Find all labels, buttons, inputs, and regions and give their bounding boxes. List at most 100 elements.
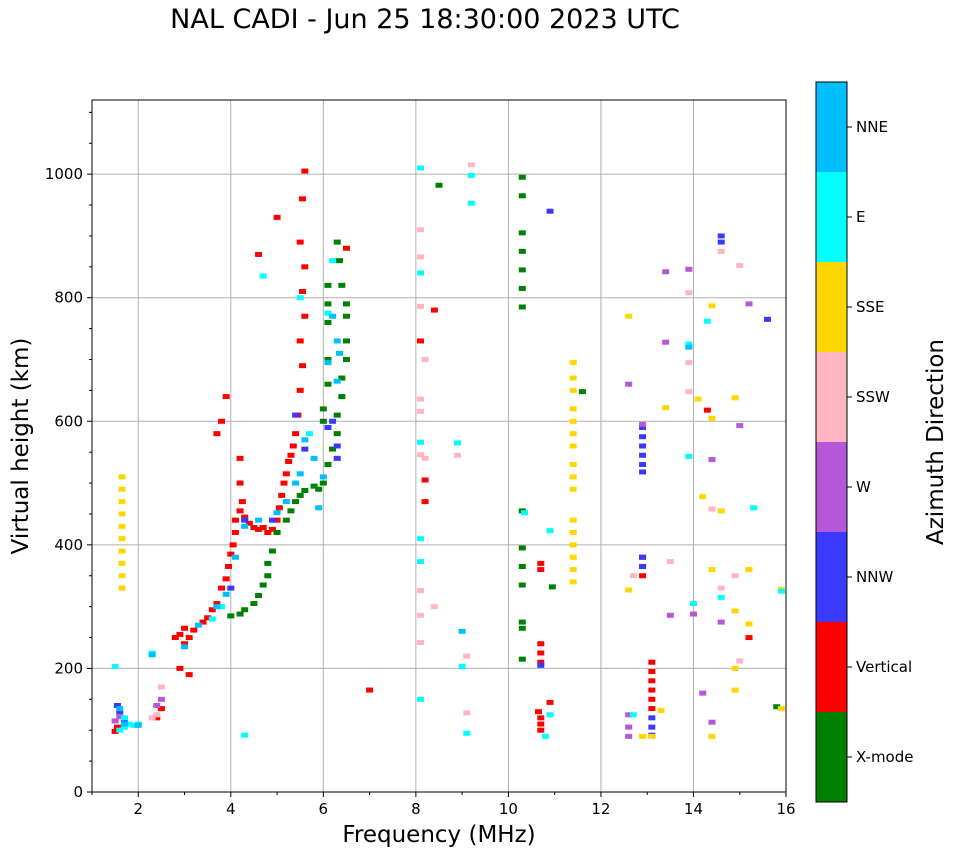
data-point	[463, 653, 471, 659]
data-point	[118, 560, 126, 566]
data-point	[282, 471, 290, 477]
data-point	[717, 248, 725, 254]
x-tick-label: 6	[319, 800, 329, 818]
data-point	[292, 480, 300, 486]
data-point	[273, 510, 281, 516]
colorbar-segment	[816, 532, 847, 622]
data-point	[518, 230, 526, 236]
data-point	[324, 319, 332, 325]
data-point	[625, 381, 633, 387]
colorbar-segment	[816, 622, 847, 712]
data-point	[416, 396, 424, 402]
data-point	[569, 567, 577, 573]
data-point	[421, 499, 429, 505]
data-point	[315, 486, 323, 492]
data-point	[296, 239, 304, 245]
series-x-mode	[227, 174, 781, 710]
data-point	[648, 678, 656, 684]
data-point	[416, 452, 424, 458]
data-point	[292, 412, 300, 418]
data-point	[458, 664, 466, 670]
data-point	[625, 313, 633, 319]
series-vertical	[111, 168, 753, 734]
data-point	[569, 375, 577, 381]
data-point	[111, 664, 119, 670]
data-point	[236, 508, 244, 514]
data-point	[157, 684, 165, 690]
data-point	[736, 658, 744, 664]
series-w	[111, 266, 753, 739]
y-tick-label: 800	[54, 289, 83, 307]
x-tick-label: 10	[499, 800, 518, 818]
data-point	[639, 434, 647, 440]
data-point	[639, 469, 647, 475]
data-point	[324, 424, 332, 430]
data-point	[648, 715, 656, 721]
data-point	[227, 613, 235, 619]
series-ssw	[148, 162, 744, 721]
data-point	[639, 443, 647, 449]
data-point	[666, 612, 674, 618]
data-point	[435, 182, 443, 188]
colorbar-tick-label: NNE	[856, 118, 888, 136]
series-e	[111, 165, 785, 739]
data-point	[181, 641, 189, 647]
data-point	[639, 554, 647, 560]
data-point	[569, 431, 577, 437]
data-point	[745, 567, 753, 573]
data-point	[268, 526, 276, 532]
data-point	[454, 452, 462, 458]
data-point	[299, 196, 307, 202]
data-point	[685, 344, 693, 350]
data-point	[518, 656, 526, 662]
data-point	[338, 394, 346, 400]
data-point	[708, 415, 716, 421]
data-point	[648, 659, 656, 665]
data-point	[213, 431, 221, 437]
series-sse	[118, 303, 785, 739]
data-point	[699, 494, 707, 500]
data-point	[569, 554, 577, 560]
data-point	[299, 289, 307, 295]
data-point	[324, 310, 332, 316]
data-point	[236, 455, 244, 461]
data-point	[430, 307, 438, 313]
data-point	[416, 408, 424, 414]
data-point	[731, 687, 739, 693]
data-point	[301, 437, 309, 443]
data-point	[366, 687, 374, 693]
data-point	[296, 492, 304, 498]
data-point	[708, 506, 716, 512]
data-point	[222, 576, 230, 582]
colorbar-tick-label: NNW	[856, 568, 893, 586]
data-point	[548, 584, 556, 590]
data-point	[231, 554, 239, 560]
data-point	[416, 165, 424, 171]
data-point	[685, 360, 693, 366]
data-point	[639, 462, 647, 468]
data-point	[241, 523, 249, 529]
data-point	[569, 360, 577, 366]
data-point	[717, 233, 725, 239]
data-point	[204, 615, 212, 621]
data-point	[296, 338, 304, 344]
data-point	[569, 474, 577, 480]
data-point	[689, 611, 697, 617]
data-point	[250, 525, 258, 531]
data-point	[299, 363, 307, 369]
series-nne	[116, 313, 693, 728]
data-point	[342, 313, 350, 319]
data-point	[236, 480, 244, 486]
data-point	[625, 712, 633, 718]
data-point	[218, 418, 226, 424]
data-point	[639, 563, 647, 569]
data-point	[231, 530, 239, 535]
data-point	[255, 251, 263, 257]
data-point	[116, 709, 124, 715]
data-point	[301, 487, 309, 493]
data-point	[657, 707, 665, 713]
data-point	[708, 719, 716, 725]
data-point	[416, 338, 424, 344]
data-point	[282, 499, 290, 505]
